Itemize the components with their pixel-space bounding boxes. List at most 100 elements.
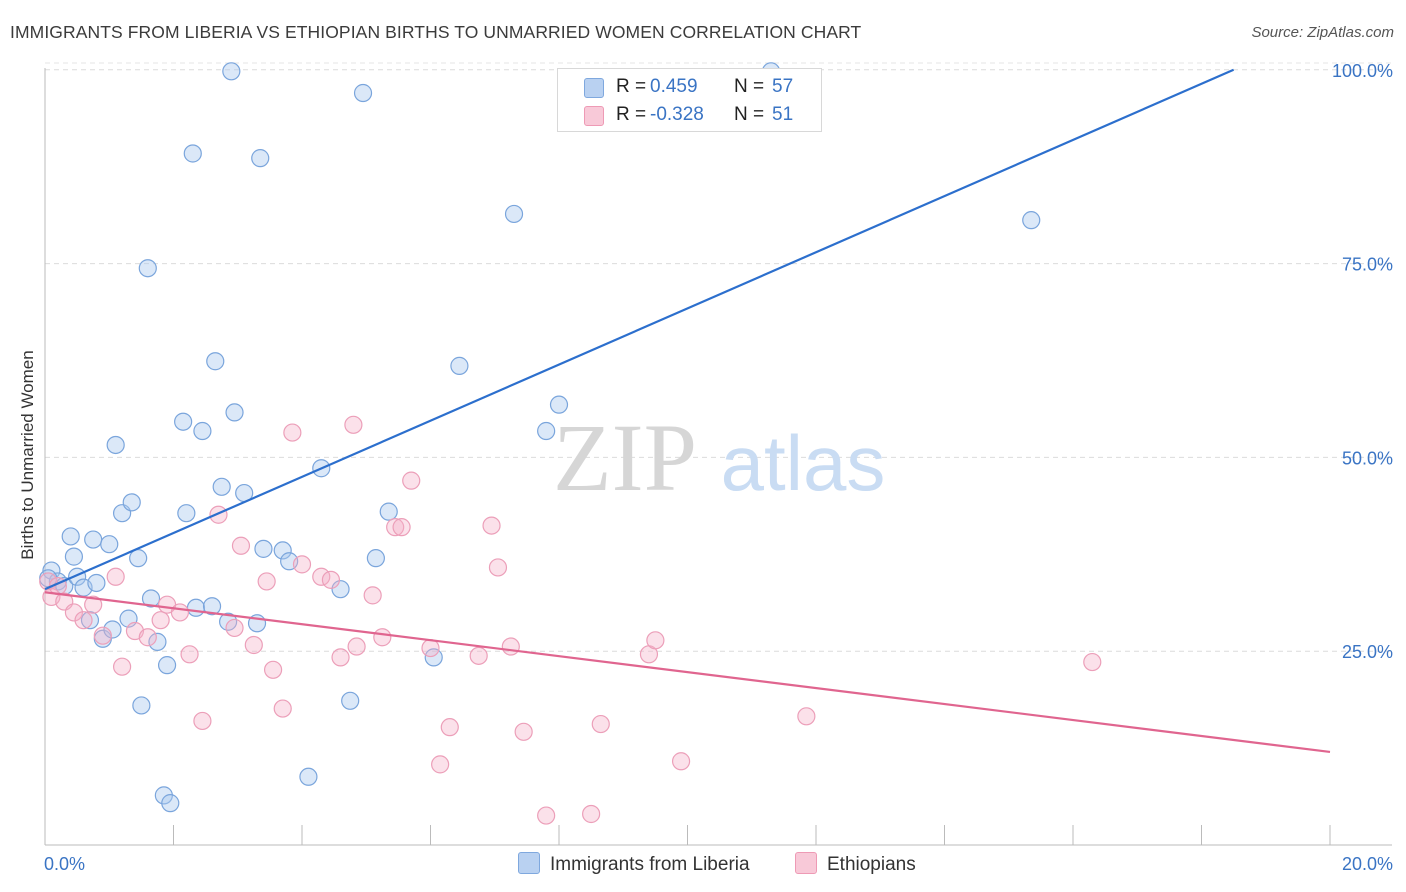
ethiopians-point xyxy=(514,722,533,741)
x-tick-label: 20.0% xyxy=(1342,854,1393,874)
liberia-point xyxy=(341,691,360,710)
legend-n-value: 51 xyxy=(772,104,794,125)
ethiopians-point xyxy=(321,570,341,589)
y-tick-label: 50.0% xyxy=(1342,448,1393,468)
ethiopians-point xyxy=(431,755,450,774)
ethiopians-point xyxy=(421,638,440,658)
liberia-point xyxy=(222,62,241,81)
liberia-point xyxy=(212,477,231,496)
liberia-point xyxy=(225,403,244,422)
y-tick-label: 25.0% xyxy=(1342,642,1393,662)
bottom-legend-liberia: Immigrants from Liberia xyxy=(518,852,750,876)
ethiopians-point xyxy=(488,558,508,577)
ethiopians-point xyxy=(440,718,459,737)
liberia-point xyxy=(177,504,196,523)
ethiopians-point xyxy=(209,505,228,524)
ethiopians-point xyxy=(151,611,170,630)
liberia-point xyxy=(64,547,84,566)
liberia-swatch-icon xyxy=(518,852,540,874)
gridlines xyxy=(45,62,1392,652)
bottom-legend-ethiopians: Ethiopians xyxy=(795,852,916,876)
liberia-point xyxy=(103,620,122,639)
ethiopians-point xyxy=(74,611,93,630)
ethiopians-point xyxy=(84,595,103,614)
ethiopians-point xyxy=(344,415,363,434)
ethiopians-point xyxy=(347,637,366,656)
liberia-point xyxy=(366,549,385,568)
liberia-point xyxy=(80,611,100,630)
liberia-point xyxy=(138,259,157,278)
x-tick-label: 0.0% xyxy=(44,854,85,874)
legend-n-label: N = xyxy=(734,104,765,125)
legend-row-liberia: R = 0.459 N = 57 xyxy=(558,73,821,101)
liberia-point xyxy=(183,144,202,163)
liberia-point xyxy=(132,696,151,715)
liberia-point xyxy=(299,767,318,786)
legend-n-label: N = xyxy=(734,76,765,97)
bottom-legend-ethiopians-label: Ethiopians xyxy=(827,854,916,875)
ethiopians-point xyxy=(257,572,276,591)
axes xyxy=(44,68,1392,846)
ethiopians-point xyxy=(501,637,520,656)
ethiopians-point xyxy=(331,648,350,667)
ethiopians-point xyxy=(138,628,157,647)
liberia-point xyxy=(87,573,106,593)
tick-labels: 25.0% 50.0% 75.0% 100.0% 0.0% 20.0% xyxy=(44,61,1393,874)
ethiopians-point xyxy=(402,471,421,490)
ethiopians-point xyxy=(263,660,283,679)
liberia-trendline xyxy=(44,68,1235,591)
legend-n-value: 57 xyxy=(772,76,794,97)
ethiopians-point xyxy=(537,806,556,825)
y-tick-label: 100.0% xyxy=(1332,61,1393,81)
ethiopians-point xyxy=(244,635,263,655)
liberia-point xyxy=(148,632,167,651)
ethiopians-point xyxy=(386,518,405,537)
ethiopians-point xyxy=(671,752,691,771)
liberia-point xyxy=(122,493,141,512)
liberia-point xyxy=(251,149,270,168)
ethiopians-point xyxy=(1083,652,1102,672)
ethiopians-swatch-icon xyxy=(584,106,604,126)
watermark-atlas: atlas xyxy=(721,419,886,507)
liberia-point xyxy=(186,598,206,617)
liberia-point xyxy=(84,530,103,549)
liberia-point xyxy=(193,421,212,441)
ethiopians-point xyxy=(582,804,601,824)
ethiopians-point xyxy=(373,628,392,647)
ethiopians-point xyxy=(283,423,302,442)
ethiopians-point xyxy=(231,536,251,555)
ethiopians-point xyxy=(273,699,292,718)
ethiopians-point xyxy=(363,586,382,605)
legend-r-label: R = xyxy=(616,104,647,125)
liberia-point xyxy=(549,395,569,414)
series-liberia-points xyxy=(39,62,1041,813)
liberia-point xyxy=(504,204,524,224)
ethiopians-point xyxy=(93,626,112,645)
ethiopians-point xyxy=(312,567,331,586)
ethiopians-point xyxy=(392,518,411,537)
source-label: Source: ZipAtlas.com xyxy=(1251,24,1394,41)
stats-legend: R = 0.459 N = 57 R = -0.328 N = 51 xyxy=(557,68,822,132)
liberia-point xyxy=(273,541,292,560)
liberia-point xyxy=(353,83,373,103)
liberia-swatch-icon xyxy=(584,78,604,98)
legend-row-ethiopians: R = -0.328 N = 51 xyxy=(558,101,821,129)
liberia-point xyxy=(161,794,180,813)
ethiopians-point xyxy=(225,618,244,638)
trendlines xyxy=(44,68,1331,754)
liberia-point xyxy=(174,412,193,431)
ethiopians-point xyxy=(64,603,84,622)
liberia-point xyxy=(206,352,225,371)
bottom-legend-liberia-label: Immigrants from Liberia xyxy=(550,854,750,875)
liberia-point xyxy=(254,539,273,558)
ethiopians-point xyxy=(193,711,212,731)
liberia-point xyxy=(141,589,161,608)
liberia-point xyxy=(450,356,469,375)
liberia-point xyxy=(537,421,556,441)
ethiopians-point xyxy=(292,555,312,574)
liberia-point xyxy=(106,435,125,455)
liberia-point xyxy=(331,580,350,599)
watermark-zip: ZIP xyxy=(553,404,697,511)
ethiopians-point xyxy=(482,516,501,535)
